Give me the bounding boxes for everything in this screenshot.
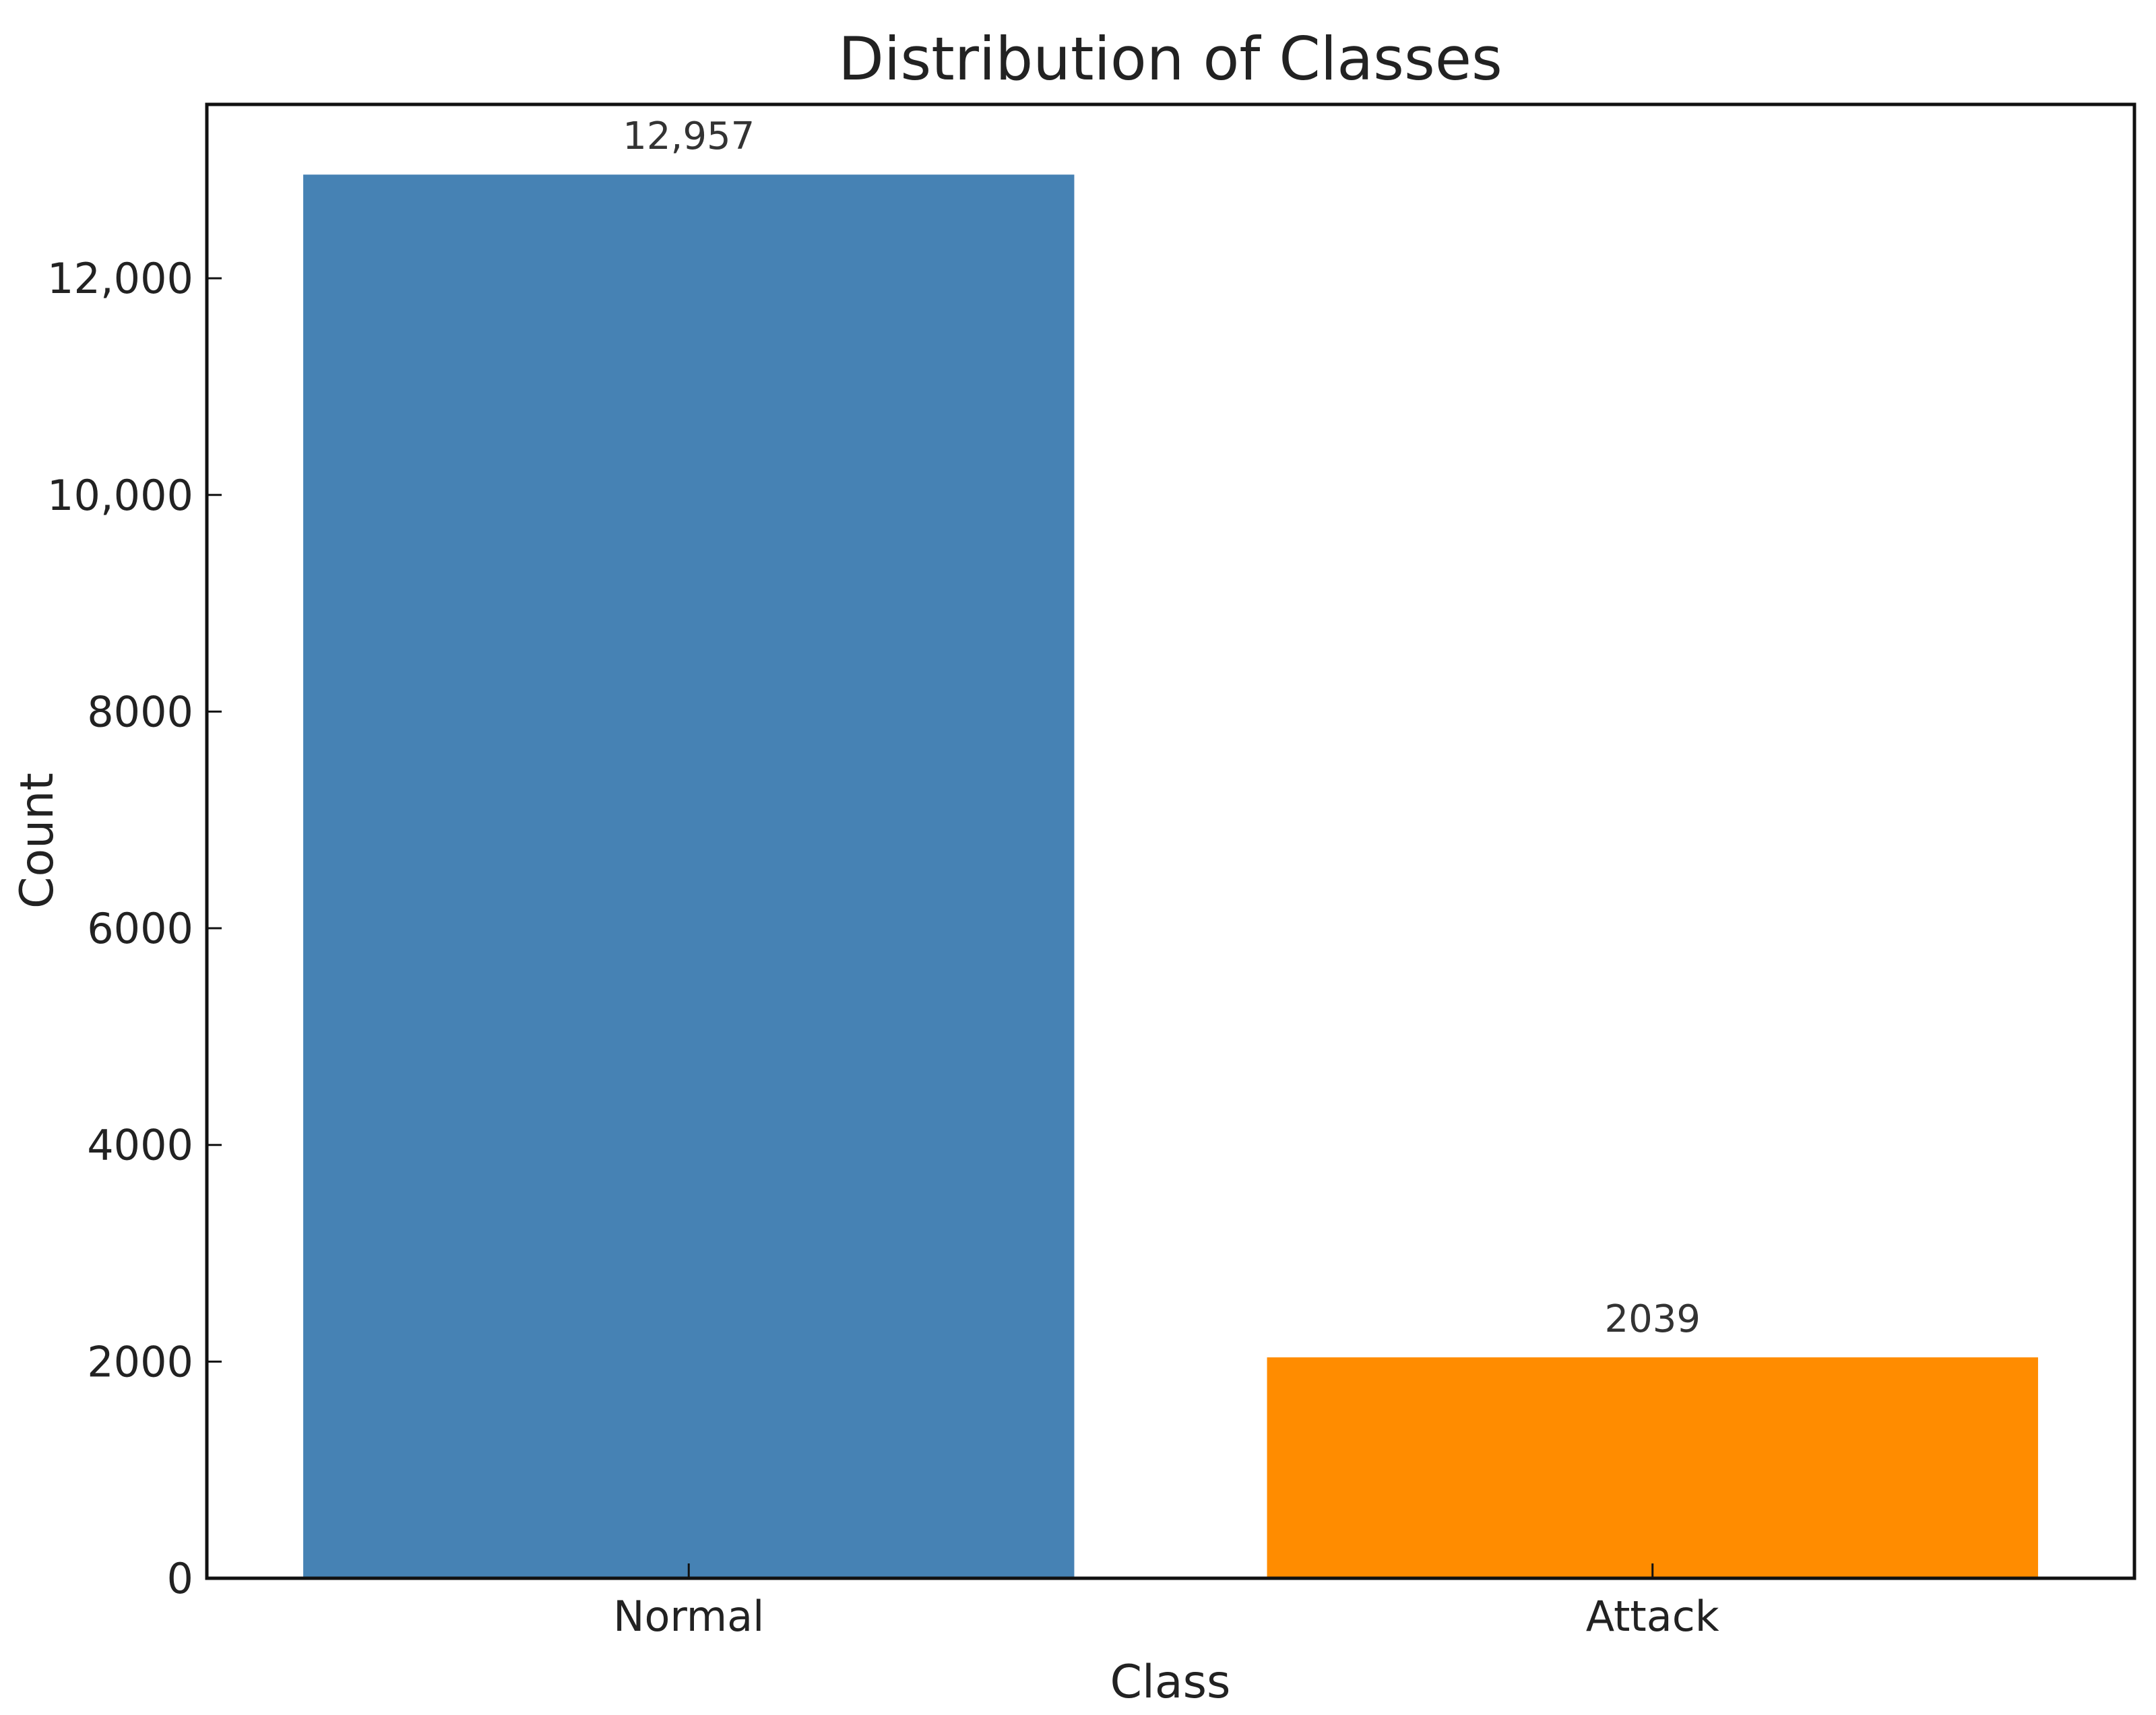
- x-axis-label: Class: [1110, 1656, 1231, 1709]
- y-tick-label-8000: 8000: [87, 687, 193, 736]
- y-tick-label-0: 0: [167, 1554, 193, 1603]
- data-label-attack: 2039: [1604, 1297, 1701, 1341]
- bar-attack: [1267, 1357, 2038, 1578]
- y-axis-label: Count: [11, 773, 64, 909]
- y-tick-label-10000: 10,000: [47, 471, 193, 520]
- chart-title: Distribution of Classes: [838, 24, 1502, 94]
- y-tick-label-6000: 6000: [87, 904, 193, 953]
- bar-normal: [303, 174, 1075, 1579]
- y-tick-label-4000: 4000: [87, 1121, 193, 1170]
- data-label-normal: 12,957: [623, 115, 755, 158]
- y-tick-label-12000: 12,000: [47, 254, 193, 303]
- axes-frame: [205, 102, 2136, 1580]
- x-tick-label-attack: Attack: [1586, 1592, 1719, 1641]
- plot-area: 12,957 Normal 2039 Attack 0 2000 4000 6000 8000 1…: [47, 102, 2136, 1641]
- y-tick-label-2000: 2000: [87, 1337, 193, 1386]
- x-tick-label-normal: Normal: [613, 1592, 764, 1641]
